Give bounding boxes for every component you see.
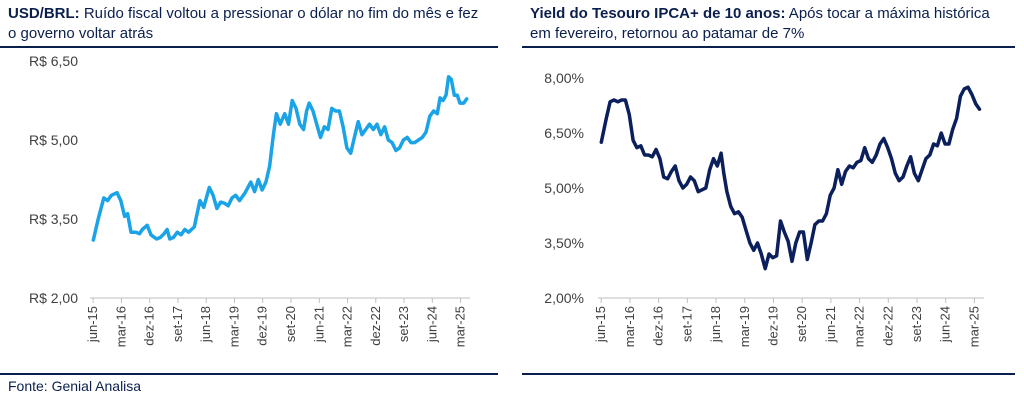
usdbrl-x-tick-label: jun-24 <box>424 306 439 343</box>
ipca-yield-x-tick-label: jun-15 <box>593 306 608 343</box>
usdbrl-x-tick-label: mar-19 <box>226 306 241 347</box>
usdbrl-x-tick-label: set-17 <box>170 306 185 342</box>
usdbrl-x-tick-label: set-20 <box>283 306 298 342</box>
usdbrl-title-rule <box>0 46 498 48</box>
ipca-yield-x-tick-label: set-20 <box>794 306 809 342</box>
ipca-yield-y-tick-label: 6,50% <box>544 125 584 141</box>
ipca-yield-x-tick-label: jun-21 <box>823 306 838 343</box>
ipca-yield-x-tick-label: mar-19 <box>737 306 752 347</box>
usdbrl-y-tick-label: R$ 6,50 <box>29 53 78 69</box>
ipca-yield-y-tick-label: 3,50% <box>544 235 584 251</box>
ipca-yield-y-tick-label: 5,00% <box>544 180 584 196</box>
ipca-yield-series-line <box>599 85 982 271</box>
usdbrl-panel: USD/BRL: Ruído fiscal voltou a pressiona… <box>0 0 500 372</box>
ipca-yield-title-bold: Yield do Tesouro IPCA+ de 10 anos: <box>530 5 786 22</box>
ipca-yield-x-tick-label: mar-25 <box>966 306 981 347</box>
ipca-yield-x-tick-label: set-23 <box>909 306 924 342</box>
ipca-yield-x-tick-label: jun-24 <box>938 306 953 343</box>
usdbrl-title-rest: Ruído fiscal voltou a pressionar o dólar… <box>8 5 479 42</box>
ipca-yield-x-tick-label: mar-16 <box>622 306 637 347</box>
usdbrl-x-tick-label: jun-21 <box>311 306 326 343</box>
ipca-yield-x-tick-label: jun-18 <box>708 306 723 343</box>
ipca-yield-title-rule <box>522 46 1015 48</box>
usdbrl-title-bold: USD/BRL: <box>8 5 80 22</box>
usdbrl-x-tick-label: jun-15 <box>85 306 100 343</box>
ipca-yield-chart: 2,00% 3,50% 5,00% 6,50% 8,00% jun-15 mar-16 dez… <box>544 70 984 347</box>
usdbrl-x-tick-label: mar-16 <box>113 306 128 347</box>
source-rule-left <box>0 373 498 375</box>
ipca-yield-x-tick-label: dez-19 <box>765 306 780 346</box>
ipca-yield-y-tick-label: 2,00% <box>544 290 584 306</box>
usdbrl-x-tick-label: dez-16 <box>142 306 157 346</box>
usdbrl-x-tick-label: dez-22 <box>368 306 383 346</box>
usdbrl-title: USD/BRL: Ruído fiscal voltou a pressiona… <box>8 4 488 44</box>
usdbrl-y-tick-label: R$ 5,00 <box>29 132 78 148</box>
ipca-yield-title-rest: Após tocar a máxima histórica em feverei… <box>530 5 990 42</box>
usdbrl-x-tick-label: jun-18 <box>198 306 213 343</box>
source-rule-right <box>522 373 1015 375</box>
ipca-yield-x-tick-label: dez-16 <box>651 306 666 346</box>
ipca-yield-panel: Yield do Tesouro IPCA+ de 10 anos: Após … <box>522 0 1024 372</box>
usdbrl-x-tick-label: set-23 <box>396 306 411 342</box>
usdbrl-x-tick-label: mar-22 <box>340 306 355 347</box>
usdbrl-y-tick-label: R$ 2,00 <box>29 290 78 306</box>
ipca-yield-y-tick-label: 8,00% <box>544 70 584 86</box>
ipca-yield-x-tick-label: set-17 <box>679 306 694 342</box>
ipca-yield-x-tick-label: dez-22 <box>880 306 895 346</box>
ipca-yield-title: Yield do Tesouro IPCA+ de 10 anos: Após … <box>530 4 1010 44</box>
ipca-yield-x-tick-label: mar-22 <box>852 306 867 347</box>
usdbrl-y-tick-label: R$ 3,50 <box>29 211 78 227</box>
usdbrl-series-line <box>91 75 469 242</box>
source-note: Fonte: Genial Analisa <box>8 378 142 394</box>
usdbrl-chart: R$ 2,00 R$ 3,50 R$ 5,00 R$ 6,50 jun-15 mar-16… <box>29 53 470 347</box>
usdbrl-x-tick-label: dez-19 <box>255 306 270 346</box>
usdbrl-x-tick-label: mar-25 <box>453 306 468 347</box>
